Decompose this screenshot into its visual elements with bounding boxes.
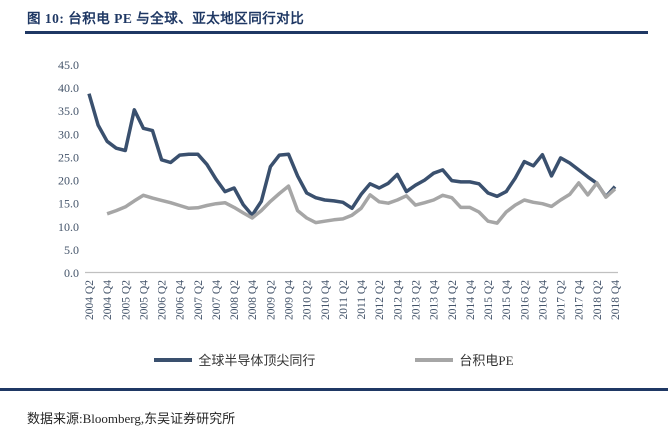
legend-item-tsmc-pe: 台积电PE bbox=[415, 350, 514, 369]
x-axis-tick-label: 2012 Q4 bbox=[392, 280, 404, 320]
x-axis-tick-label: 2006 Q4 bbox=[175, 280, 187, 320]
legend-item-global-peers: 全球半导体顶尖同行 bbox=[154, 350, 315, 369]
x-axis-tick-label: 2018 Q4 bbox=[610, 280, 622, 320]
x-axis-tick-label: 2008 Q4 bbox=[247, 280, 259, 320]
y-axis-tick-label: 20.0 bbox=[58, 174, 79, 188]
x-axis-tick-label: 2012 Q2 bbox=[374, 280, 386, 320]
x-axis-tick-label: 2007 Q4 bbox=[211, 280, 223, 320]
x-axis-tick-label: 2013 Q4 bbox=[429, 280, 441, 320]
series-line-tsmc-pe bbox=[106, 181, 617, 225]
x-axis-tick-label: 2008 Q2 bbox=[229, 280, 241, 320]
x-axis-tick-label: 2015 Q2 bbox=[483, 280, 495, 320]
data-source-note: 数据来源:Bloomberg,东吴证券研究所 bbox=[27, 411, 236, 426]
legend-swatch-navy-line bbox=[154, 357, 193, 362]
y-axis-tick-label: 25.0 bbox=[58, 150, 79, 164]
x-axis-tick-label: 2017 Q4 bbox=[574, 280, 586, 320]
y-axis-tick-label: 10.0 bbox=[58, 220, 79, 234]
y-axis-tick-label: 15.0 bbox=[58, 197, 79, 211]
y-axis-tick-label: 5.0 bbox=[64, 243, 79, 257]
y-axis-tick-label: 35.0 bbox=[58, 104, 79, 118]
x-axis-tick-label: 2010 Q2 bbox=[302, 280, 314, 320]
x-axis-tick-label: 2006 Q2 bbox=[157, 280, 169, 320]
x-axis-tick-label: 2016 Q2 bbox=[519, 280, 531, 320]
chart-area: 45.0 40.0 35.0 30.0 25.0 20.0 15.0 10.0 5.0 0.0 20… bbox=[0, 55, 668, 355]
x-axis-tick-label: 2007 Q2 bbox=[193, 280, 205, 320]
x-axis-tick-label: 2016 Q4 bbox=[537, 280, 549, 320]
x-axis-tick-label: 2005 Q4 bbox=[138, 280, 150, 320]
x-axis-tick-label: 2017 Q2 bbox=[556, 280, 568, 320]
legend-swatch-gray-line bbox=[415, 357, 454, 362]
x-axis-tick-label: 2013 Q2 bbox=[410, 280, 422, 320]
x-axis-tick-label: 2011 Q2 bbox=[338, 280, 350, 320]
y-axis-tick-label: 40.0 bbox=[58, 81, 79, 95]
figure-title: 图 10: 台积电 PE 与全球、亚太地区同行对比 bbox=[27, 11, 305, 26]
x-axis-tick-label: 2014 Q4 bbox=[465, 280, 477, 320]
x-axis-tick-label: 2004 Q4 bbox=[102, 280, 114, 320]
x-axis-tick-label: 2004 Q2 bbox=[84, 280, 96, 320]
x-axis-tick-label: 2009 Q2 bbox=[265, 280, 277, 320]
x-axis-tick-label: 2015 Q4 bbox=[501, 280, 513, 320]
series-line-global-peers bbox=[87, 93, 617, 217]
legend-label-tsmc-pe: 台积电PE bbox=[459, 353, 514, 368]
x-axis-tick-label: 2005 Q2 bbox=[120, 280, 132, 320]
x-axis-tick-label: 2018 Q2 bbox=[592, 280, 604, 320]
chart-legend: 全球半导体顶尖同行 台积电PE bbox=[0, 350, 668, 369]
title-underline-rule bbox=[25, 31, 648, 34]
y-axis-tick-label: 30.0 bbox=[58, 127, 79, 141]
x-axis-tick-label: 2011 Q4 bbox=[356, 280, 368, 320]
footer-rule bbox=[0, 388, 668, 391]
legend-label-global-peers: 全球半导体顶尖同行 bbox=[198, 353, 316, 368]
y-axis-tick-label: 0.0 bbox=[64, 266, 79, 280]
pe-comparison-chart: 45.0 40.0 35.0 30.0 25.0 20.0 15.0 10.0 5.0 0.0 20… bbox=[58, 58, 622, 320]
x-axis-tick-label: 2009 Q4 bbox=[284, 280, 296, 320]
y-axis-tick-label: 45.0 bbox=[58, 58, 79, 72]
x-axis-tick-label: 2014 Q2 bbox=[447, 280, 459, 320]
x-axis-tick-label: 2010 Q4 bbox=[320, 280, 332, 320]
